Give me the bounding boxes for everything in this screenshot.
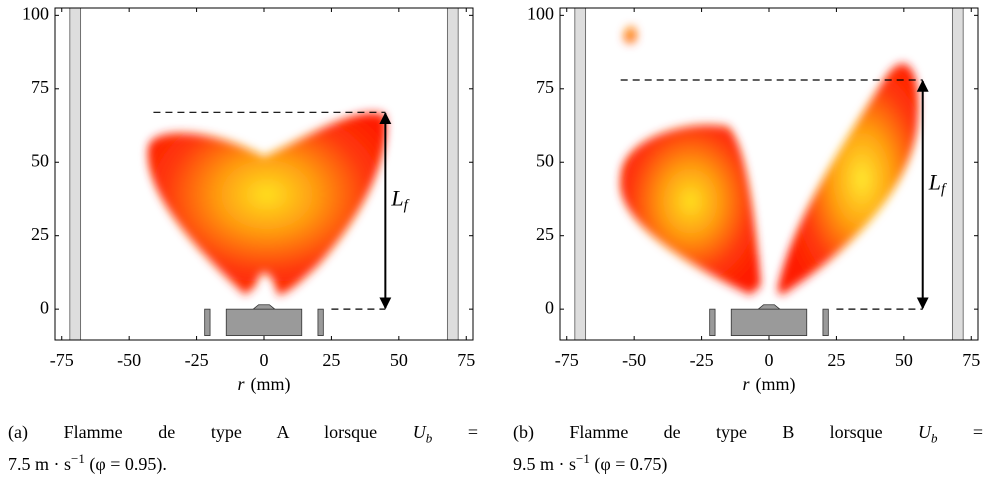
x-tick-label: -50 [117, 350, 141, 370]
burner-post [204, 308, 211, 336]
panel: -75 -50 -25 0 25 50 75 0 25 50 75 100 r (mm) Lf [22, 3, 475, 395]
wall [574, 7, 587, 341]
y-tick-label: 50 [31, 150, 49, 170]
x-axis-label: r (mm) [742, 374, 795, 395]
burner [225, 308, 303, 336]
wall [951, 7, 964, 341]
panel: -75 -50 -25 0 25 50 75 0 25 50 75 100 r (mm) Lf [527, 3, 980, 395]
caption-line: (b) Flamme de type B lorsque Ub = [513, 419, 983, 452]
x-tick-label: -75 [555, 350, 579, 370]
caption-sup: −1 [576, 451, 590, 466]
flame-length-symbol: L [390, 186, 403, 211]
flame-length-label: Lf [928, 170, 947, 198]
x-tick-label: 0 [260, 350, 269, 370]
caption-sub: b [425, 430, 433, 446]
flame [777, 64, 919, 295]
caption-var: U [412, 422, 426, 442]
y-tick-label: 25 [536, 224, 554, 244]
caption-end: (φ = 0.75) [594, 454, 668, 474]
x-tick-label: -25 [185, 350, 209, 370]
flame-image [620, 27, 919, 295]
x-tick-label: -75 [50, 350, 74, 370]
burner-post [317, 308, 324, 336]
x-axis-label: r (mm) [237, 374, 290, 395]
x-tick-label: 25 [322, 350, 340, 370]
x-tick-label: -25 [690, 350, 714, 370]
y-tick-label: 0 [545, 297, 554, 317]
flame-length-sub: f [941, 182, 947, 198]
y-tick-label: 100 [527, 3, 554, 23]
wall [446, 7, 459, 341]
burner-post [822, 308, 829, 336]
burner-post [709, 308, 716, 336]
x-axis-unit: (mm) [756, 374, 796, 395]
x-tick-label: 0 [765, 350, 774, 370]
flame-image [147, 112, 387, 295]
caption-line: 7.5 m · s−1 (φ = 0.95). [8, 446, 478, 477]
burner [730, 308, 808, 336]
x-axis-unit: (mm) [251, 374, 291, 395]
y-tick-label: 25 [31, 224, 49, 244]
caption-sup: −1 [71, 451, 85, 466]
flame [620, 124, 761, 295]
y-tick-label: 75 [31, 77, 49, 97]
y-tick-label: 100 [22, 3, 49, 23]
caption-var: U [918, 422, 931, 442]
x-tick-label: -50 [622, 350, 646, 370]
flame [623, 27, 637, 43]
flame-length-symbol: L [928, 170, 941, 195]
wall [69, 7, 82, 341]
y-tick-label: 75 [536, 77, 554, 97]
caption-line: 9.5 m · s−1 (φ = 0.75) [513, 446, 983, 477]
caption-eq: = [467, 422, 479, 442]
caption-line: (a) Flamme de type A lorsque Ub = [8, 419, 478, 452]
caption-text: (b) Flamme de type B lorsque [513, 422, 883, 442]
x-tick-label: 25 [827, 350, 845, 370]
flame-length-label: Lf [390, 186, 409, 214]
flame-length-sub: f [404, 198, 410, 214]
flame [147, 112, 387, 295]
x-tick-label: 50 [390, 350, 408, 370]
caption-text: (a) Flamme de type A lorsque [8, 422, 378, 442]
x-tick-label: 50 [895, 350, 913, 370]
y-tick-label: 50 [536, 150, 554, 170]
y-tick-label: 0 [40, 297, 49, 317]
caption-end: (φ = 0.95). [89, 454, 167, 474]
x-tick-label: 75 [457, 350, 475, 370]
x-axis-var: r [742, 374, 750, 394]
caption-value: 7.5 m · s [8, 454, 71, 474]
burner-cap [252, 304, 276, 310]
caption-sub: b [931, 430, 938, 446]
x-tick-label: 75 [962, 350, 980, 370]
caption-eq: = [972, 422, 983, 442]
burner-cap [757, 304, 781, 310]
x-axis-var: r [237, 374, 245, 394]
caption-value: 9.5 m · s [513, 454, 576, 474]
